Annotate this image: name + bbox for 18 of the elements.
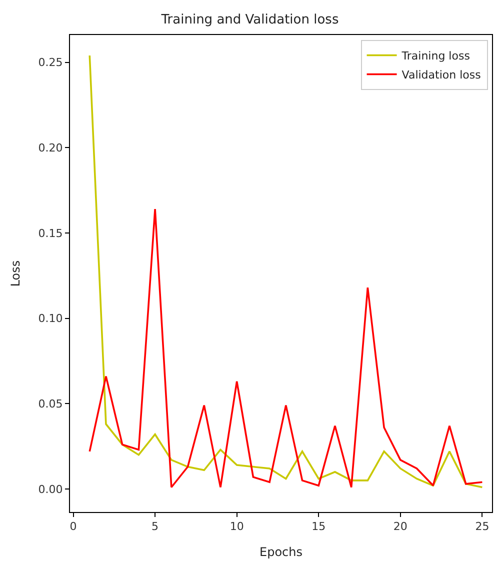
x-axis-title: Epochs bbox=[260, 545, 302, 560]
line-series bbox=[88, 208, 484, 488]
x-tick-label: 0 bbox=[70, 520, 77, 534]
x-tick-label: 25 bbox=[475, 520, 490, 534]
x-tick-label: 20 bbox=[393, 520, 408, 534]
y-axis-title: Loss bbox=[8, 260, 23, 287]
x-tick-label: 10 bbox=[230, 520, 244, 534]
y-tick-label: 0.00 bbox=[38, 482, 63, 496]
legend-label: Validation loss bbox=[402, 68, 482, 82]
y-tick-label: 0.20 bbox=[38, 141, 63, 154]
legend-label: Training loss bbox=[400, 50, 470, 63]
x-tick-label: 15 bbox=[312, 520, 326, 534]
y-tick-label: 0.15 bbox=[38, 226, 63, 240]
x-tick-label: 5 bbox=[152, 520, 159, 534]
y-tick-label: 0.10 bbox=[38, 312, 63, 326]
chart-title: Training and Validation loss bbox=[160, 12, 339, 28]
y-tick-label: 0.25 bbox=[38, 56, 63, 70]
y-tick-label: 0.05 bbox=[38, 397, 63, 410]
